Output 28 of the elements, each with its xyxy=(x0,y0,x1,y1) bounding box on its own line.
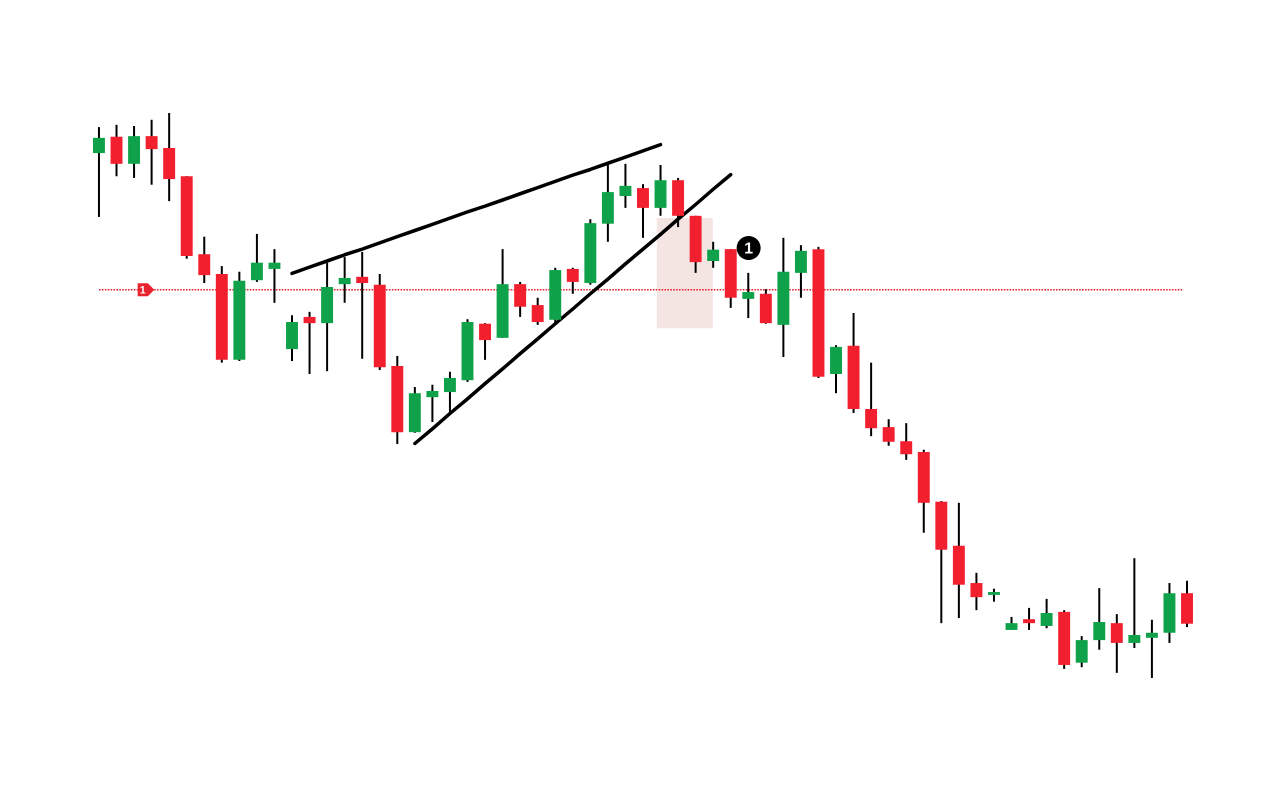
candlestick xyxy=(882,418,895,447)
candlestick xyxy=(900,422,913,461)
candlestick xyxy=(303,310,316,375)
ref-line-label: 1 xyxy=(140,286,146,294)
candlestick xyxy=(531,296,544,326)
candlestick xyxy=(426,383,439,424)
candlestick xyxy=(250,232,263,283)
candlestick xyxy=(443,370,456,414)
candlestick xyxy=(145,118,158,186)
candlestick xyxy=(707,240,720,269)
candlestick xyxy=(1128,557,1141,650)
candlestick xyxy=(1023,606,1036,631)
candlestick xyxy=(742,271,755,320)
candlestick xyxy=(637,183,649,239)
candlestick xyxy=(794,244,807,299)
annotation: 1 xyxy=(745,242,753,254)
candlestick xyxy=(619,162,632,209)
candlestick xyxy=(1093,587,1106,651)
candlestick xyxy=(865,361,878,438)
candlestick xyxy=(1075,635,1088,669)
candlestick xyxy=(198,235,211,285)
candlestick xyxy=(479,322,492,361)
candlestick xyxy=(93,126,105,218)
candlestick xyxy=(268,248,281,304)
candlestick xyxy=(1040,597,1053,630)
candlestick xyxy=(1110,613,1123,674)
candlestick xyxy=(1145,618,1158,679)
candlestick xyxy=(970,571,983,612)
